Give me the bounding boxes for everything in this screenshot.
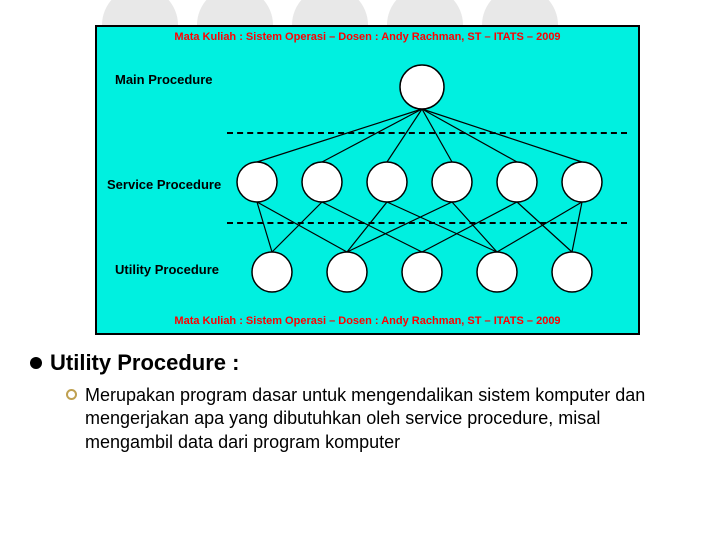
body-paragraph: Merupakan program dasar untuk mengendali…	[66, 384, 690, 454]
body-bullet-icon	[66, 389, 77, 400]
label-utility: Utility Procedure	[115, 262, 219, 277]
text-section: Utility Procedure : Merupakan program da…	[30, 350, 690, 454]
heading: Utility Procedure :	[30, 350, 690, 376]
heading-text: Utility Procedure :	[50, 350, 239, 376]
divider-line	[227, 132, 627, 134]
heading-bullet-icon	[30, 357, 42, 369]
body-text-content: Merupakan program dasar untuk mengendali…	[85, 384, 690, 454]
divider-line	[227, 222, 627, 224]
label-main: Main Procedure	[115, 72, 213, 87]
diagram-container: Mata Kuliah : Sistem Operasi – Dosen : A…	[95, 25, 640, 335]
label-service: Service Procedure	[107, 177, 221, 192]
